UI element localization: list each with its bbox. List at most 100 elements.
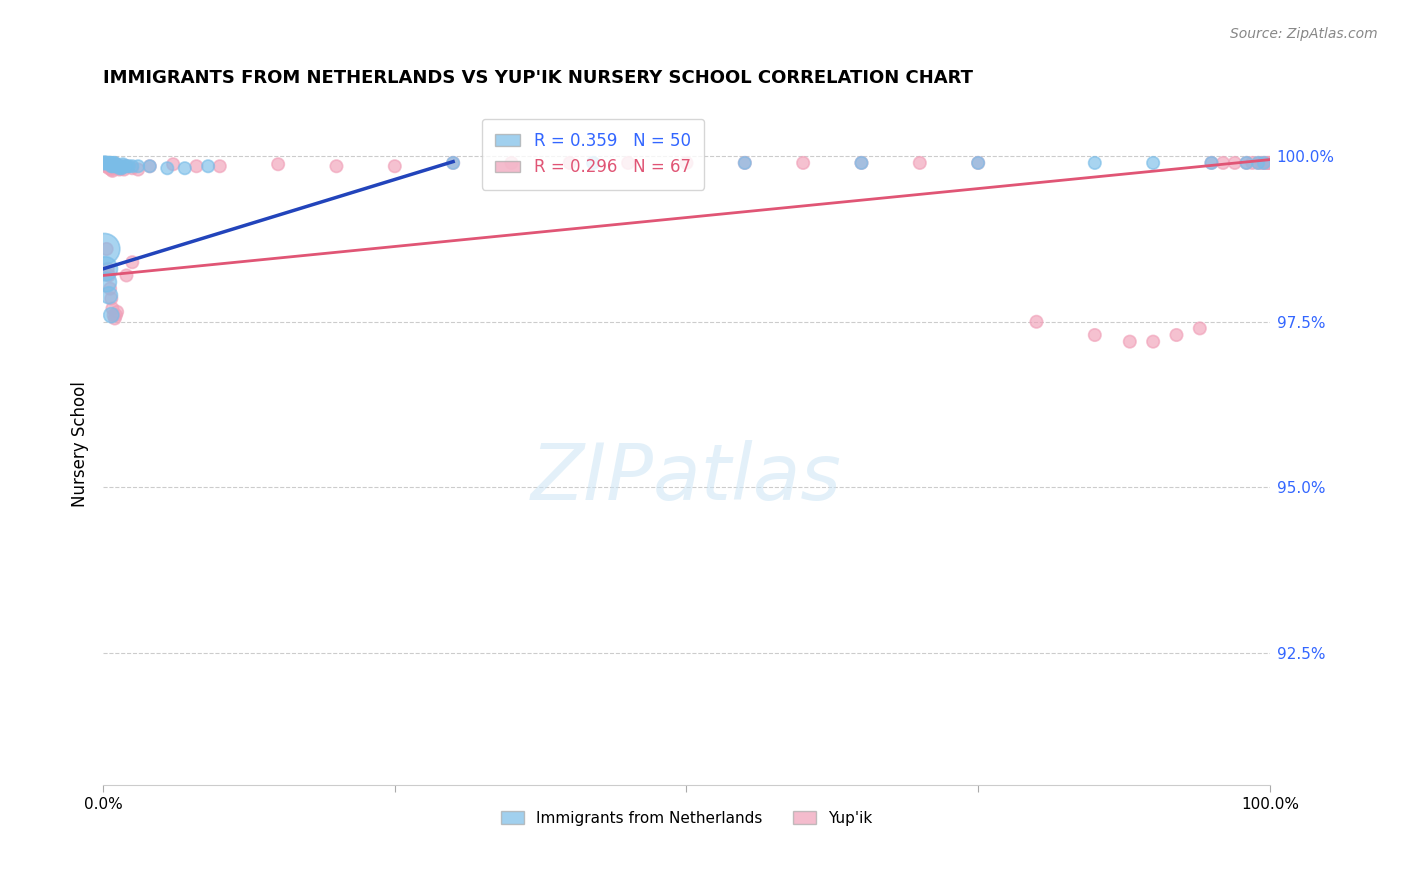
Point [384,159,406,173]
Point [1119,334,1142,349]
Point [110,159,132,173]
Point [100,308,122,322]
Point [558,156,581,170]
Point [103,308,125,322]
Point [792,156,814,170]
Point [1236,156,1258,170]
Point [108,162,131,177]
Point [1253,156,1275,170]
Point [94,159,117,173]
Point [967,156,990,170]
Point [173,161,195,176]
Point [104,308,127,322]
Point [675,156,697,170]
Point [105,305,128,319]
Point [107,159,129,173]
Point [98,156,121,170]
Point [93,156,115,170]
Point [97,156,120,170]
Point [186,159,208,173]
Point [97,156,120,170]
Point [1025,315,1047,329]
Point [105,159,128,173]
Point [1253,156,1275,170]
Point [97,288,120,302]
Point [112,159,135,173]
Point [96,275,118,289]
Point [734,156,756,170]
Point [1247,156,1270,170]
Point [97,268,120,283]
Point [139,159,162,173]
Point [94,156,117,170]
Point [1247,156,1270,170]
Point [1236,156,1258,170]
Point [115,268,138,283]
Point [108,161,131,176]
Point [97,261,120,276]
Point [110,159,132,173]
Point [1241,156,1264,170]
Point [139,159,162,173]
Point [1142,156,1164,170]
Point [121,255,143,269]
Point [104,159,127,173]
Point [1201,156,1223,170]
Point [208,159,231,173]
Point [1166,328,1188,343]
Point [93,156,115,170]
Point [100,159,122,173]
Point [734,156,756,170]
Point [121,161,143,176]
Point [98,156,121,170]
Point [96,242,118,256]
Point [104,157,127,171]
Point [111,161,134,176]
Point [97,159,120,173]
Point [582,156,605,170]
Point [111,157,134,171]
Point [1142,334,1164,349]
Point [104,159,127,173]
Point [100,156,122,170]
Point [100,162,122,177]
Point [103,157,125,171]
Point [325,159,347,173]
Text: ZIPatlas: ZIPatlas [531,441,842,516]
Point [104,311,127,326]
Point [107,161,129,176]
Point [100,292,122,306]
Point [967,156,990,170]
Point [617,156,640,170]
Point [104,156,127,170]
Point [1084,156,1107,170]
Point [851,156,873,170]
Point [105,159,128,173]
Point [908,156,931,170]
Point [103,161,125,176]
Point [96,156,118,170]
Point [118,159,141,173]
Point [1201,156,1223,170]
Point [104,157,127,171]
Point [93,242,115,256]
Point [112,162,135,177]
Point [1257,156,1279,170]
Point [101,301,124,316]
Point [441,156,464,170]
Point [96,156,118,170]
Point [121,159,143,173]
Point [127,162,149,177]
Point [97,161,120,176]
Point [115,159,138,173]
Text: Source: ZipAtlas.com: Source: ZipAtlas.com [1230,27,1378,41]
Point [103,156,125,170]
Y-axis label: Nursery School: Nursery School [72,381,89,508]
Point [501,156,523,170]
Point [1212,156,1234,170]
Point [98,159,121,173]
Point [96,157,118,171]
Point [1257,156,1279,170]
Point [97,156,120,170]
Text: IMMIGRANTS FROM NETHERLANDS VS YUP'IK NURSERY SCHOOL CORRELATION CHART: IMMIGRANTS FROM NETHERLANDS VS YUP'IK NU… [103,69,973,87]
